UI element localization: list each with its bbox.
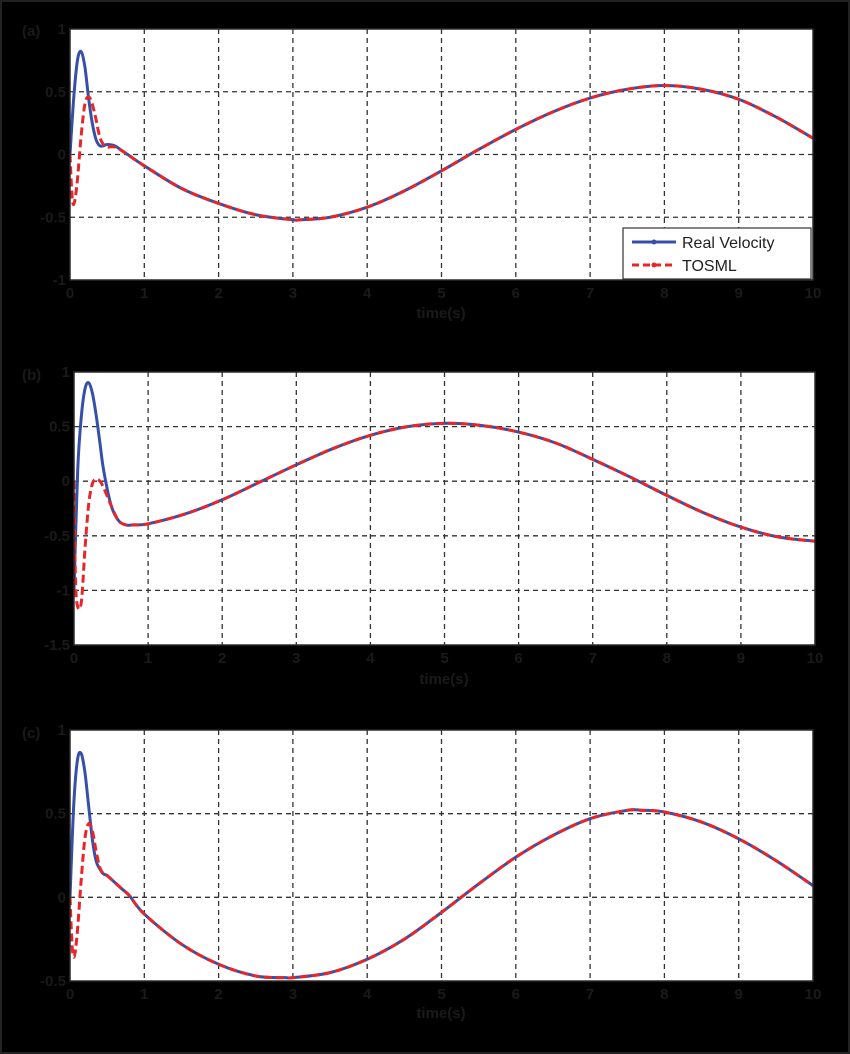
x-axis-label-a: time(s) (416, 305, 465, 322)
y-tick-label: 0.5 (49, 419, 70, 436)
panel-label-b: (b) (22, 367, 41, 384)
x-tick-label: 6 (514, 650, 522, 667)
y-tick-label: 0.5 (45, 84, 66, 101)
y-tick-label: 1 (58, 722, 66, 739)
x-tick-label: 2 (218, 650, 226, 667)
y-tick-label: -1 (53, 272, 66, 289)
x-tick-label: 7 (586, 285, 594, 302)
grid-lines (70, 730, 813, 981)
series-tosml (70, 808, 813, 980)
series-tosml (70, 83, 813, 222)
panel-label-a: (a) (22, 23, 40, 40)
x-tick-label: 3 (289, 285, 297, 302)
y-tick-label: 1 (58, 21, 66, 38)
x-tick-label: 2 (214, 285, 222, 302)
subplot-a: 0 1 2 3 4 5 6 7 8 9 10 -1 -0.5 0 0.5 1 (a) time(s) (22, 21, 821, 322)
x-tick-label: 2 (214, 986, 222, 1003)
x-tick-label: 8 (663, 650, 671, 667)
y-tick-label: 1 (62, 364, 70, 381)
x-tick-label: 9 (737, 650, 745, 667)
x-tick-label: 1 (140, 285, 148, 302)
x-tick-label: 3 (292, 650, 300, 667)
plot-area-2: 0 1 2 3 4 5 6 7 8 9 10-0.500.51 (40, 722, 821, 1003)
x-tick-label: 1 (144, 650, 152, 667)
x-tick-label: 0 (66, 285, 74, 302)
x-axis-label-c: time(s) (416, 1005, 465, 1022)
x-tick-label: 8 (660, 285, 668, 302)
x-tick-label: 4 (363, 285, 372, 302)
y-tick-label: 0 (62, 473, 70, 490)
plot-area-1: 0 1 2 3 4 5 6 7 8 9 10 -1.5 -1 -0.5 0 0.5 1 (44, 364, 823, 667)
x-tick-label: 5 (437, 285, 445, 302)
x-axis-label-b: time(s) (419, 671, 468, 688)
y-tick-label: 0 (58, 889, 66, 906)
y-tick-label: -0.5 (40, 209, 66, 226)
x-tick-label: 10 (805, 986, 822, 1003)
x-tick-label: 10 (805, 285, 822, 302)
x-tick-label: 6 (512, 986, 520, 1003)
y-tick-label: -1 (57, 582, 70, 599)
x-tick-label: 5 (437, 986, 445, 1003)
y-tick-label: -1.5 (44, 637, 70, 654)
x-tick-label: 7 (586, 986, 594, 1003)
y-tick-label: -0.5 (40, 973, 66, 990)
x-tick-label: 9 (735, 285, 743, 302)
x-tick-label: 0 (70, 650, 78, 667)
x-tick-label: 4 (366, 650, 375, 667)
x-tick-label: 7 (589, 650, 597, 667)
x-tick-label: 1 (140, 986, 148, 1003)
subplot-b: 0 1 2 3 4 5 6 7 8 9 10 -1.5 -1 -0.5 0 0.5 1 (b) time(s) (22, 364, 823, 688)
legend-tosml-label: TOSML (682, 258, 737, 275)
y-tick-label: 0 (58, 147, 66, 164)
x-tick-label: 6 (512, 285, 520, 302)
legend: Real Velocity TOSML (622, 227, 812, 280)
subplot-c: 0 1 2 3 4 5 6 7 8 9 10-0.500.51 (c) time(s) (22, 722, 821, 1022)
x-tick-label: 8 (660, 986, 668, 1003)
panel-label-c: (c) (22, 725, 40, 742)
y-tick-label: 0.5 (45, 806, 66, 823)
x-tick-label: 0 (66, 986, 74, 1003)
x-tick-label: 4 (363, 986, 372, 1003)
y-tick-label: -0.5 (44, 528, 70, 545)
grid-lines (74, 372, 815, 645)
x-tick-label: 5 (440, 650, 448, 667)
x-tick-label: 10 (807, 650, 824, 667)
legend-real-velocity-label: Real Velocity (682, 235, 775, 252)
x-tick-label: 9 (735, 986, 743, 1003)
x-tick-label: 3 (289, 986, 297, 1003)
plot-area-0: 0 1 2 3 4 5 6 7 8 9 10 -1 -0.5 0 0.5 1 (40, 21, 821, 302)
